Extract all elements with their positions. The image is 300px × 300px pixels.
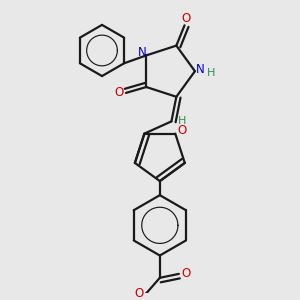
Text: N: N (196, 63, 204, 76)
Text: O: O (181, 12, 190, 25)
Text: O: O (177, 124, 186, 137)
Text: N: N (138, 46, 147, 59)
Text: O: O (182, 267, 191, 280)
Text: O: O (114, 86, 123, 99)
Text: H: H (206, 68, 215, 77)
Text: H: H (178, 116, 186, 126)
Text: O: O (134, 287, 143, 300)
